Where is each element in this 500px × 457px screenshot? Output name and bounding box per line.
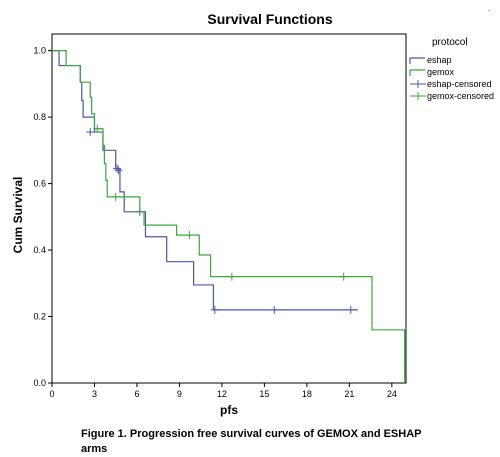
corner-mark: . [488,4,491,13]
x-tick-label: 3 [92,389,97,399]
eshap-censor-mark [346,305,355,314]
legend-label: gemox-censored [427,91,494,101]
gemox-censor-mark [227,272,236,281]
x-tick-label: 6 [134,389,139,399]
x-tick-label: 21 [344,389,354,399]
y-tick-label: 1.0 [33,46,46,56]
x-tick-label: 0 [49,389,54,399]
legend-item-gemox: gemox [409,67,455,77]
y-tick-label: 0.4 [33,245,46,255]
gemox-censor-mark [111,192,120,201]
chart-title: Survival Functions [207,11,332,27]
x-tick-label: 12 [217,389,227,399]
x-tick-label: 18 [302,389,312,399]
legend-label: eshap [427,55,452,65]
eshap-censor-mark [113,164,122,173]
legend-item-eshap-censored: eshap-censored [410,79,492,89]
y-axis: 0.0 0.2 0.4 0.6 0.8 1.0 [33,46,52,388]
y-tick-label: 0.8 [33,112,46,122]
eshap-censor-mark [86,128,95,137]
legend-line-swatch [409,57,425,64]
figure-caption: Figure 1. Progression free survival curv… [81,428,422,455]
legend-line-swatch [409,69,425,76]
gemox-censor-mark [93,124,102,133]
x-axis: 0 3 6 9 12 15 18 21 24 [49,383,397,399]
x-tick-label: 24 [387,389,397,399]
x-tick-label: 9 [177,389,182,399]
series-group [52,50,406,383]
legend: protocol eshap gemox eshap-censored gemox-c… [409,37,494,101]
gemox-curve [52,50,406,383]
legend-item-eshap: eshap [409,55,452,65]
gemox-censor-mark [339,272,348,281]
eshap-censor-mark [210,305,219,314]
y-tick-label: 0.2 [33,312,46,322]
eshap-censor-mark [114,166,123,175]
eshap-curve [52,50,358,311]
plot-frame [51,33,407,384]
x-axis-title: pfs [220,403,238,417]
legend-label: gemox [427,67,455,77]
y-axis-title: Cum Survival [11,177,25,254]
gemox-censor-mark [185,231,194,240]
legend-label: eshap-censored [427,79,492,89]
y-tick-label: 0.6 [33,179,46,189]
eshap-censor-mark [270,305,279,314]
x-tick-label: 15 [259,389,269,399]
legend-title: protocol [432,37,468,48]
legend-item-gemox-censored: gemox-censored [410,91,494,101]
y-tick-label: 0.0 [33,378,46,388]
